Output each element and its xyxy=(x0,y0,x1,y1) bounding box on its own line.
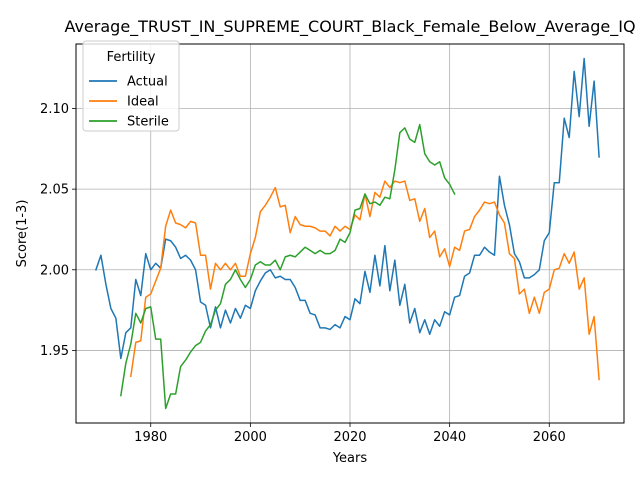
x-axis-label: Years xyxy=(332,451,368,466)
y-tick-label: 2.00 xyxy=(40,263,69,278)
legend-label-sterile: Sterile xyxy=(127,115,169,130)
x-tick-label: 2000 xyxy=(234,430,267,445)
y-tick-label: 2.10 xyxy=(40,102,69,117)
series-lines xyxy=(94,57,600,410)
chart-title: Average_TRUST_IN_SUPREME_COURT_Black_Fem… xyxy=(64,17,635,37)
legend-box xyxy=(82,40,180,132)
legend: Fertility Actual Ideal Sterile xyxy=(82,40,180,132)
legend-label-ideal: Ideal xyxy=(127,95,159,110)
axis-ticks: 1980 2000 2020 2040 2060 1.95 2.00 2.05 2.10 xyxy=(40,102,566,445)
legend-title: Fertility xyxy=(107,50,156,65)
series-line-sterile xyxy=(119,123,456,410)
series-line-actual xyxy=(94,57,600,360)
x-tick-label: 2040 xyxy=(433,430,466,445)
x-tick-label: 2020 xyxy=(333,430,366,445)
x-tick-label: 2060 xyxy=(533,430,566,445)
legend-label-actual: Actual xyxy=(127,75,168,90)
y-tick-label: 2.05 xyxy=(40,183,69,198)
y-axis-label: Score(1-3) xyxy=(15,200,30,268)
y-tick-label: 1.95 xyxy=(40,344,69,359)
legend-items: Actual Ideal Sterile xyxy=(89,75,169,130)
x-tick-label: 1980 xyxy=(134,430,167,445)
